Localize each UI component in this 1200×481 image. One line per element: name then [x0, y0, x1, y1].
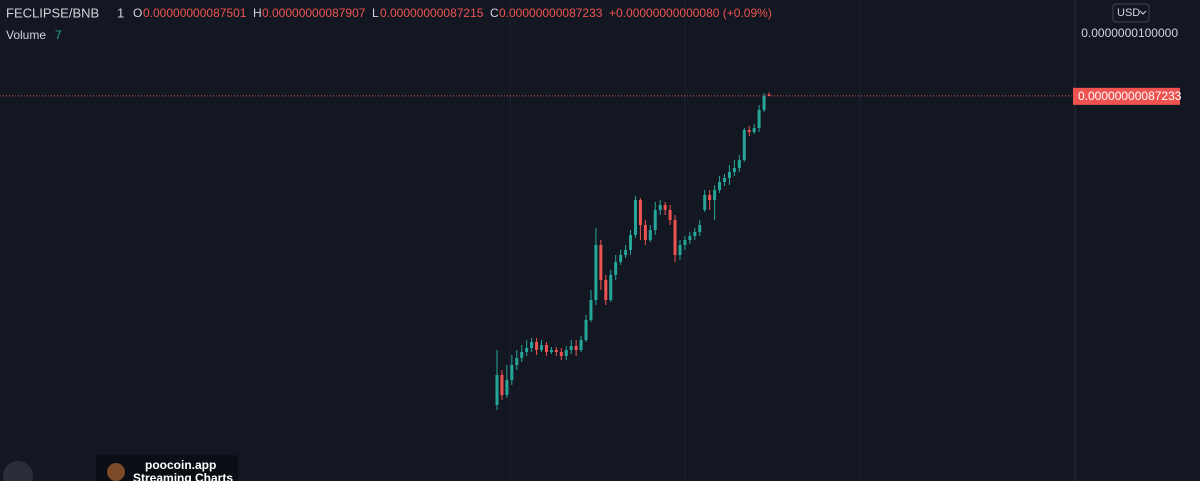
- candle-body: [515, 358, 519, 365]
- candle-body: [708, 195, 712, 200]
- candle-body: [554, 350, 558, 352]
- candle-body: [599, 245, 603, 280]
- candle-body: [767, 94, 771, 96]
- candle-body: [693, 232, 697, 236]
- low-value: 0.00000000087215: [380, 6, 484, 20]
- change: +0.00000000000080 (+0.09%): [609, 6, 772, 20]
- candle-body: [579, 340, 583, 350]
- last-price-box: [1073, 87, 1180, 105]
- candle-body: [564, 350, 568, 356]
- dropdown-arrow: [1139, 10, 1147, 15]
- candle-body: [633, 200, 637, 235]
- candle-body: [525, 348, 529, 352]
- candle-body: [718, 182, 722, 190]
- candle-body: [757, 110, 761, 128]
- candle-body: [549, 350, 553, 352]
- axis-top-label: 0.0000000100000: [1081, 26, 1178, 40]
- candle-body: [648, 230, 652, 240]
- candle-body: [703, 195, 707, 210]
- candle-body: [559, 352, 563, 356]
- candle-body: [619, 255, 623, 262]
- open-label: O: [133, 6, 142, 20]
- candle-body: [638, 200, 642, 225]
- currency[interactable]: USD: [1117, 7, 1140, 19]
- candle-body: [727, 172, 731, 178]
- candle-body: [594, 245, 598, 300]
- high-label: H: [253, 6, 262, 20]
- candle-body: [747, 130, 751, 132]
- close-value: 0.00000000087233: [499, 6, 603, 20]
- watermark-box: [96, 455, 238, 481]
- candle-body: [500, 375, 504, 395]
- candle-body: [752, 128, 756, 132]
- logo[interactable]: [3, 461, 33, 481]
- watermark-site: poocoin.app: [145, 458, 216, 472]
- candle-body: [663, 205, 667, 210]
- candle-body: [520, 352, 524, 358]
- candle-body: [742, 130, 746, 160]
- candle-body: [737, 160, 741, 168]
- candle-body: [722, 178, 726, 182]
- candle-body: [604, 280, 608, 300]
- candle-body: [584, 320, 588, 340]
- close-label: C: [490, 6, 499, 20]
- candle-body: [535, 342, 539, 350]
- candle-body: [510, 365, 514, 380]
- candle-body: [629, 235, 633, 250]
- interval: 1: [117, 5, 124, 20]
- candle-body: [658, 205, 662, 210]
- candle-body: [609, 275, 613, 300]
- candle-body: [762, 96, 766, 110]
- candle-body: [530, 342, 534, 348]
- open-value: 0.00000000087501: [143, 6, 247, 20]
- candle-body: [495, 375, 499, 405]
- candle-body: [713, 190, 717, 200]
- candle-body: [540, 345, 544, 350]
- candle-body: [614, 262, 618, 275]
- candle-body: [673, 220, 677, 255]
- volume-label: Volume: [6, 28, 46, 42]
- candle-body: [589, 300, 593, 320]
- candles: [0, 92, 1075, 410]
- candle-body: [544, 345, 548, 352]
- candle-body: [698, 225, 702, 232]
- high-value: 0.00000000087907: [262, 6, 366, 20]
- last-price-label: 0.00000000087233: [1078, 89, 1182, 103]
- candle-body: [569, 346, 573, 350]
- watermark-icon: [107, 463, 125, 481]
- candle-body: [653, 210, 657, 230]
- low-label: L: [372, 6, 379, 20]
- candle-body: [678, 245, 682, 255]
- candle-body: [732, 168, 736, 172]
- symbol: FECLIPSE/BNB: [6, 5, 99, 20]
- currency-button[interactable]: [1112, 3, 1150, 23]
- watermark-tagline: Streaming Charts: [133, 471, 233, 481]
- candle-body: [505, 380, 509, 395]
- candle-body: [624, 250, 628, 255]
- candle-body: [668, 210, 672, 220]
- candle-body: [688, 236, 692, 240]
- volume-value: 7: [55, 28, 62, 42]
- candle-body: [683, 240, 687, 245]
- candle-body: [643, 225, 647, 240]
- candle-body: [574, 346, 578, 350]
